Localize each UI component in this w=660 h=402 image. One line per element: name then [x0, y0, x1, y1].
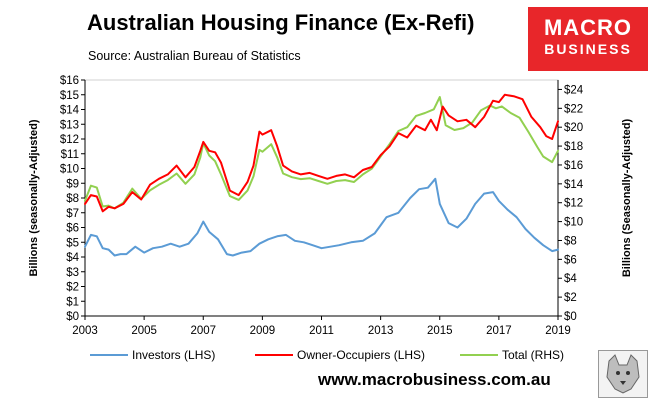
left-tick-label: $3	[66, 267, 79, 279]
right-tick-label: $8	[564, 235, 577, 247]
legend-label-investors: Investors (LHS)	[132, 348, 216, 362]
right-tick-label: $18	[564, 141, 583, 153]
right-tick-label: $12	[564, 198, 583, 210]
right-tick-label: $0	[564, 311, 577, 323]
x-tick-label: 2007	[190, 325, 216, 337]
right-tick-label: $6	[564, 254, 577, 266]
logo-line1: MACRO	[543, 15, 633, 40]
left-tick-label: $11	[61, 149, 79, 161]
right-tick-label: $2	[564, 292, 577, 304]
legend-swatch-total	[460, 353, 498, 356]
x-tick-label: 2011	[309, 325, 334, 337]
macrobusiness-logo: MACRO BUSINESS	[528, 7, 648, 71]
x-tick-label: 2003	[72, 325, 98, 337]
y-axis-label-left: Billions (seasonally-Adjusted)	[28, 119, 40, 276]
legend-item-total: Total (RHS)	[460, 348, 564, 362]
x-tick-label: 2005	[131, 325, 157, 337]
left-tick-label: $10	[60, 164, 79, 176]
left-tick-label: $0	[66, 311, 79, 323]
right-tick-label: $4	[564, 273, 577, 285]
left-tick-label: $12	[60, 134, 79, 146]
legend-swatch-investors	[90, 353, 128, 356]
right-tick-label: $22	[564, 103, 583, 115]
left-tick-label: $2	[66, 282, 79, 294]
left-tick-label: $16	[60, 75, 79, 87]
left-tick-label: $4	[66, 252, 79, 264]
x-tick-label: 2017	[486, 325, 512, 337]
right-axis-ticks: $0 $2 $4 $6 $8 $10 $12 $14 $16 $18 $20 $22 $24	[558, 84, 584, 323]
chart-legend: Investors (LHS) Owner-Occupiers (LHS) To…	[0, 348, 660, 364]
legend-label-total: Total (RHS)	[502, 348, 565, 362]
right-tick-label: $14	[564, 179, 584, 191]
left-tick-label: $13	[60, 119, 79, 131]
chart-source: Source: Australian Bureau of Statistics	[88, 49, 301, 63]
right-tick-label: $16	[564, 160, 583, 172]
legend-label-owner-occupiers: Owner-Occupiers (LHS)	[297, 348, 426, 362]
right-tick-label: $20	[564, 122, 583, 134]
left-tick-label: $9	[66, 178, 79, 190]
left-tick-label: $7	[66, 208, 79, 220]
x-tick-label: 2019	[545, 325, 571, 337]
series-lines	[84, 93, 559, 257]
right-tick-label: $10	[564, 217, 583, 229]
left-tick-label: $8	[66, 193, 79, 205]
x-tick-label: 2013	[368, 325, 394, 337]
wolf-mascot-icon	[598, 350, 648, 398]
legend-item-owner-occupiers: Owner-Occupiers (LHS)	[255, 348, 425, 362]
x-tick-label: 2015	[427, 325, 453, 337]
y-axis-label-right: Billions (Seasonally-Adjusted)	[621, 119, 633, 278]
left-axis-ticks: $0 $1 $2 $3 $4 $5 $6 $7 $8 $9 $10 $11 $12 $13 $14 $15 $1…	[60, 75, 85, 323]
x-axis-ticks: 2003 2005 2007 2009 2011 2013 2015 2017 2019	[72, 316, 571, 337]
left-tick-label: $1	[66, 296, 79, 308]
legend-item-investors: Investors (LHS)	[90, 348, 215, 362]
right-tick-label: $24	[564, 84, 584, 96]
logo-line2: BUSINESS	[544, 41, 632, 57]
series-line-investors	[84, 177, 559, 257]
plot-area	[84, 79, 559, 317]
x-tick-label: 2009	[250, 325, 276, 337]
website-url[interactable]: www.macrobusiness.com.au	[318, 370, 551, 389]
series-line-total	[84, 96, 559, 210]
left-tick-label: $14	[60, 105, 80, 117]
left-tick-label: $6	[66, 223, 79, 235]
left-tick-label: $15	[60, 90, 79, 102]
chart-title: Australian Housing Finance (Ex-Refi)	[87, 10, 475, 35]
left-tick-label: $5	[66, 237, 79, 249]
series-line-owner-occupiers	[84, 93, 559, 213]
legend-swatch-owner-occupiers	[255, 353, 293, 356]
